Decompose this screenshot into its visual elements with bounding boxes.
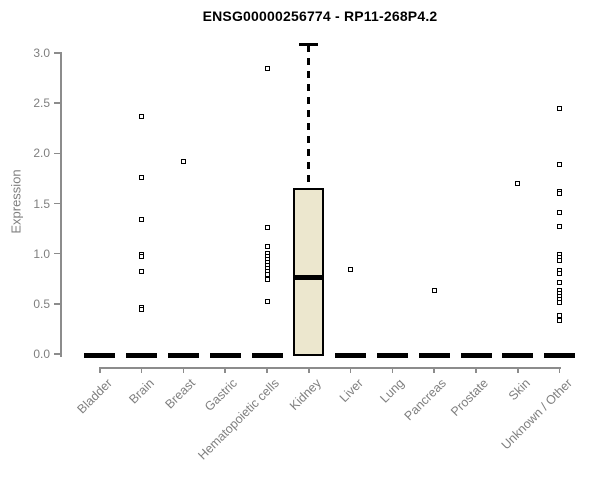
flat-median-bar — [502, 352, 534, 358]
outlier-point — [139, 307, 145, 313]
x-axis-tick — [475, 367, 477, 373]
x-axis-tick — [224, 367, 226, 373]
outlier-point — [139, 254, 145, 260]
y-tick-label: 3.0 — [33, 46, 50, 60]
outlier-point — [557, 271, 563, 277]
y-axis-tick — [54, 353, 60, 355]
y-tick-label: 2.0 — [33, 146, 50, 161]
flat-median-bar — [84, 352, 116, 358]
outlier-point — [557, 280, 563, 286]
flat-median-bar — [126, 352, 158, 358]
outlier-point — [557, 313, 563, 319]
y-tick-label: 1.0 — [33, 246, 50, 261]
flat-median-bar — [209, 352, 241, 358]
outlier-point — [557, 190, 563, 196]
flat-median-bar — [167, 352, 199, 358]
y-axis-tick — [54, 102, 60, 104]
y-axis-tick — [54, 52, 60, 54]
x-axis-tick — [391, 367, 394, 373]
y-tick-label: 2.5 — [33, 96, 50, 111]
median-line — [293, 275, 325, 281]
y-axis-tick — [54, 303, 60, 305]
outlier-point — [557, 105, 563, 111]
flat-median-bar — [335, 352, 367, 358]
y-tick-label: 0.5 — [33, 296, 50, 311]
outlier-point — [348, 267, 354, 273]
outlier-point — [557, 300, 563, 306]
outlier-point — [139, 269, 145, 275]
x-axis-tick — [182, 367, 185, 373]
outlier-point — [139, 113, 145, 119]
flat-median-bar — [376, 352, 408, 358]
outlier-point — [139, 174, 145, 180]
x-axis-tick — [308, 367, 310, 373]
outlier-point — [264, 65, 270, 71]
box-rect — [293, 188, 325, 356]
x-axis-tick — [349, 367, 352, 373]
outlier-point — [557, 318, 563, 324]
outlier-point — [431, 288, 437, 294]
x-axis-tick — [266, 367, 268, 373]
outlier-point — [557, 210, 563, 216]
y-tick-label: 0.0 — [33, 347, 50, 361]
y-tick-label: 1.5 — [33, 196, 50, 211]
whisker-cap — [299, 43, 319, 47]
y-axis-tick — [54, 152, 60, 155]
whisker-line — [307, 44, 311, 189]
flat-median-bar — [544, 352, 576, 358]
flat-median-bar — [460, 352, 492, 358]
chart-title: ENSG00000256774 - RP11-268P4.2 — [202, 8, 438, 24]
y-axis-line — [60, 52, 62, 357]
outlier-point — [139, 217, 145, 223]
x-axis-tick — [99, 367, 101, 373]
outlier-point — [180, 158, 186, 164]
y-axis-tick — [54, 252, 60, 255]
flat-median-bar — [418, 352, 450, 358]
y-axis-tick — [54, 202, 60, 205]
outlier-point — [557, 161, 563, 167]
x-axis-tick — [433, 367, 435, 373]
x-axis-tick — [140, 367, 143, 373]
outlier-point — [557, 258, 563, 264]
outlier-point — [264, 225, 270, 231]
x-axis-line — [98, 367, 561, 369]
outlier-point — [264, 299, 270, 305]
outlier-point — [264, 272, 270, 278]
outlier-point — [515, 180, 521, 186]
x-axis-tick — [517, 367, 519, 373]
outlier-point — [264, 244, 270, 250]
outlier-point — [557, 224, 563, 230]
x-axis-tick — [558, 367, 561, 373]
flat-median-bar — [251, 352, 283, 358]
outlier-point — [264, 277, 270, 283]
